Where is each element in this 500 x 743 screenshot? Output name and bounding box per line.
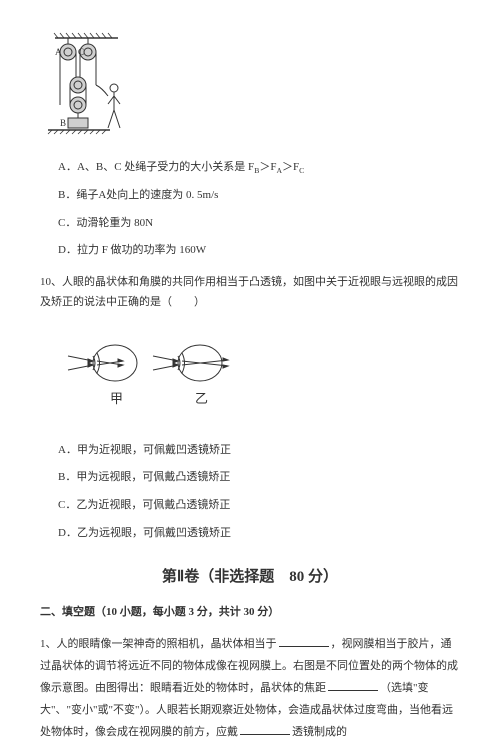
q10-option-d: D．乙为远视眼，可佩戴凹透镜矫正 bbox=[58, 524, 460, 544]
eye-diagram: 甲 乙 bbox=[60, 328, 460, 426]
q9-option-d: D．拉力 F 做功的功率为 160W bbox=[58, 241, 460, 261]
q10-option-b: B．甲为远视眼，可佩戴凸透镜矫正 bbox=[58, 468, 460, 488]
text-part: 1、人的眼睛像一架神奇的照相机，晶状体相当于 bbox=[40, 638, 277, 650]
q10-stem: 10、人眼的晶状体和角膜的共同作用相当于凸透镜，如图中关于近视眼与远视眼的成因及… bbox=[40, 273, 460, 313]
fill-q1: 1、人的眼睛像一架神奇的照相机，晶状体相当于，视网膜相当于胶片，通过晶状体的调节… bbox=[40, 633, 460, 743]
blank-1 bbox=[279, 636, 329, 647]
q9-option-a: A．A、B、C 处绳子受力的大小关系是 FB＞FA＞FC bbox=[58, 158, 460, 178]
label-jia: 甲 bbox=[110, 391, 123, 406]
section-2-title: 第Ⅱ卷（非选择题 80 分） bbox=[40, 564, 460, 591]
fill-blank-header: 二、填空题（10 小题，每小题 3 分，共计 30 分） bbox=[40, 603, 460, 623]
svg-text:B: B bbox=[60, 118, 66, 128]
q9-option-c: C．动滑轮重为 80N bbox=[58, 214, 460, 234]
q10-option-a: A．甲为近视眼，可佩戴凹透镜矫正 bbox=[58, 441, 460, 461]
option-text: A．A、B、C 处绳子受力的大小关系是 F bbox=[58, 161, 254, 173]
blank-2 bbox=[328, 680, 378, 691]
q9-option-b: B．绳子A处向上的速度为 0. 5m/s bbox=[58, 186, 460, 206]
q10-option-c: C．乙为近视眼，可佩戴凸透镜矫正 bbox=[58, 496, 460, 516]
svg-text:C: C bbox=[78, 47, 84, 57]
pulley-system-diagram: A C B bbox=[40, 30, 460, 143]
blank-3 bbox=[240, 724, 290, 735]
label-yi: 乙 bbox=[195, 391, 208, 406]
text-part: 透镜制成的 bbox=[292, 726, 347, 738]
svg-text:A: A bbox=[55, 47, 62, 57]
